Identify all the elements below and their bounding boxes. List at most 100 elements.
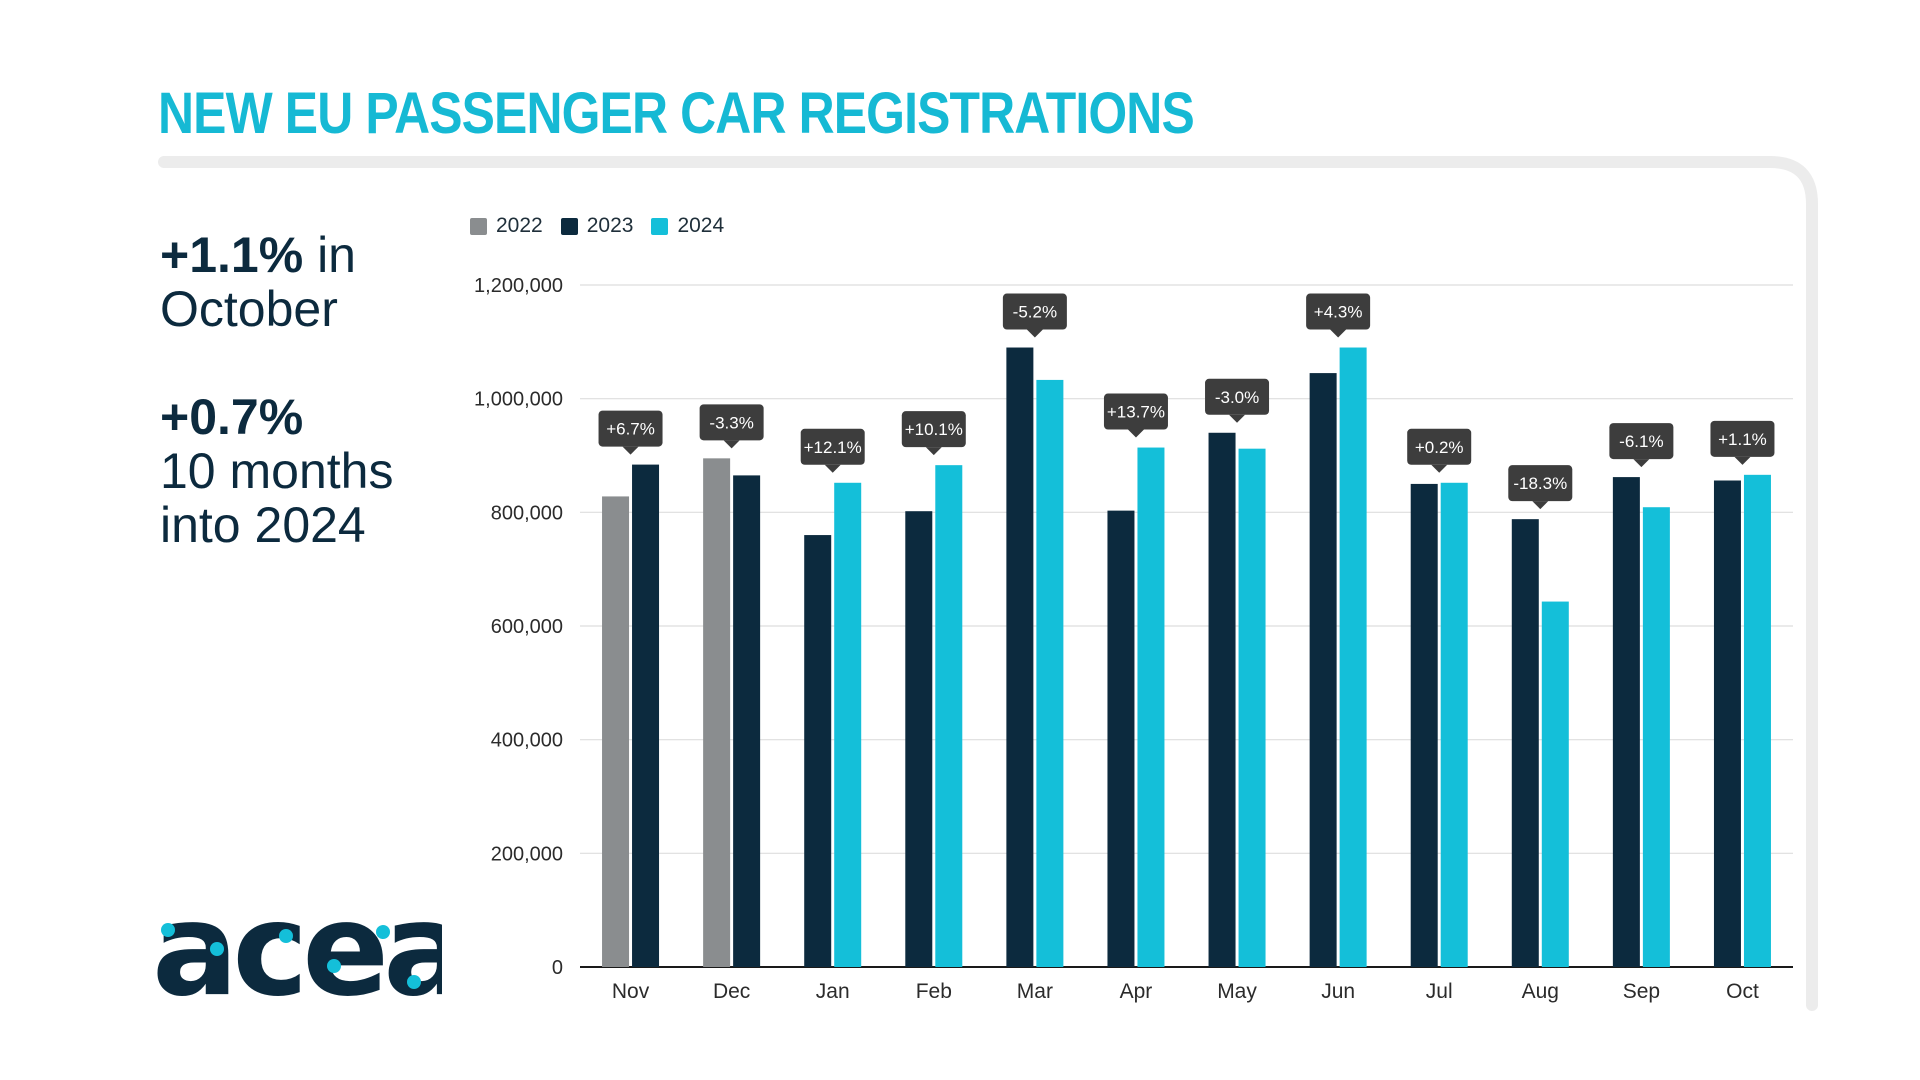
change-bubble (598, 410, 663, 447)
change-bubble-pointer (622, 446, 639, 455)
change-label: -3.3% (709, 413, 753, 432)
change-label: -6.1% (1619, 432, 1663, 451)
change-bubble (1002, 293, 1067, 330)
change-label: +13.7% (1107, 403, 1165, 422)
x-tick-label: May (1217, 980, 1257, 1003)
change-bubble (1205, 378, 1270, 415)
bar-2023 (632, 464, 660, 967)
change-label: -5.2% (1013, 303, 1057, 322)
bar-2023 (1713, 480, 1741, 967)
bar-2023 (1208, 432, 1236, 967)
kpi-ytd-line2: into 2024 (160, 497, 366, 553)
kpi-ytd-value: +0.7% (160, 389, 304, 445)
change-label: +6.7% (606, 420, 655, 439)
bar-2024 (1541, 601, 1569, 967)
change-bubble (1508, 465, 1573, 502)
change-bubble (1609, 423, 1674, 460)
legend-swatch-2022 (470, 217, 487, 235)
bar-2023 (1410, 483, 1438, 967)
legend-swatch-2024 (651, 217, 669, 235)
change-label: +4.3% (1314, 303, 1363, 322)
x-tick-label: Mar (1017, 980, 1053, 1003)
bar-2022 (602, 496, 630, 967)
bar-2023 (1511, 519, 1539, 967)
kpi-october: +1.1% in October (160, 228, 356, 336)
chart-legend: 2022 2023 2024 (470, 214, 724, 238)
change-label: -18.3% (1513, 474, 1567, 493)
x-tick-label: Oct (1726, 980, 1759, 1003)
x-tick-label: Nov (612, 980, 650, 1003)
y-tick-label: 0 (552, 957, 563, 979)
x-tick-label: Aug (1522, 980, 1559, 1003)
change-bubble (1407, 428, 1472, 465)
legend-item-2024: 2024 (651, 214, 724, 238)
legend-label-2022: 2022 (496, 214, 543, 237)
bar-2024 (935, 465, 963, 967)
x-tick-label: Jul (1426, 980, 1453, 1003)
kpi-october-value: +1.1% (160, 227, 304, 283)
change-bubble-pointer (1330, 329, 1347, 338)
bar-2023 (804, 535, 832, 967)
y-tick-label: 600,000 (491, 616, 563, 638)
bar-2024 (1137, 447, 1165, 967)
logo-wordmark: acea (152, 892, 442, 1012)
bar-2024 (1743, 474, 1771, 967)
change-label: +1.1% (1718, 430, 1767, 449)
bar-2022 (703, 458, 731, 967)
bar-2023 (1006, 347, 1034, 967)
change-label: +0.2% (1415, 438, 1464, 457)
bar-2024 (1642, 507, 1670, 967)
x-tick-label: Dec (713, 980, 750, 1003)
x-tick-label: Jun (1321, 980, 1355, 1003)
page-title: NEW EU PASSENGER CAR REGISTRATIONS (158, 81, 1195, 146)
change-bubble-pointer (1127, 429, 1144, 438)
x-tick-label: Sep (1623, 980, 1660, 1003)
bar-2024 (1440, 482, 1468, 967)
y-tick-label: 400,000 (491, 730, 563, 752)
bar-2024 (1238, 448, 1266, 967)
kpi-ytd: +0.7% 10 months into 2024 (160, 390, 393, 552)
y-tick-label: 800,000 (491, 502, 563, 524)
change-bubble-pointer (1633, 459, 1650, 468)
change-label: +10.1% (905, 420, 963, 439)
bar-2023 (1107, 510, 1135, 967)
change-bubble-pointer (1026, 329, 1043, 338)
bar-2023 (1612, 477, 1640, 967)
legend-swatch-2023 (560, 217, 578, 235)
change-bubble-pointer (723, 440, 740, 449)
change-bubble (800, 428, 865, 465)
legend-label-2024: 2024 (677, 214, 725, 237)
x-tick-label: Jan (816, 980, 850, 1003)
change-bubble-pointer (1431, 464, 1448, 473)
change-bubble (1306, 293, 1371, 330)
bar-2023 (733, 475, 761, 967)
change-label: +12.1% (804, 438, 862, 457)
kpi-ytd-line1: 10 months (160, 443, 394, 499)
legend-item-2023: 2023 (560, 214, 634, 238)
change-bubble (1710, 420, 1775, 457)
y-tick-label: 200,000 (491, 843, 563, 865)
legend-label-2023: 2023 (586, 214, 634, 237)
y-tick-label: 1,200,000 (474, 275, 563, 297)
bar-2023 (905, 511, 933, 967)
change-label: -3.0% (1215, 388, 1259, 407)
change-bubble-pointer (925, 447, 942, 456)
change-bubble (901, 411, 966, 448)
x-tick-label: Feb (916, 980, 952, 1003)
change-bubble (699, 404, 764, 441)
bar-2023 (1309, 373, 1337, 967)
legend-item-2022: 2022 (470, 214, 543, 238)
change-bubble-pointer (1229, 414, 1246, 423)
kpi-october-label: October (160, 281, 338, 337)
change-bubble-pointer (1532, 501, 1549, 510)
change-bubble (1103, 393, 1168, 430)
change-bubble-pointer (824, 464, 841, 473)
bar-2024 (834, 482, 862, 967)
acea-logo: acea (152, 876, 469, 1025)
y-tick-label: 1,000,000 (474, 389, 563, 411)
change-bubble-pointer (1734, 456, 1751, 465)
bar-2024 (1339, 347, 1367, 967)
bar-2024 (1036, 379, 1064, 968)
